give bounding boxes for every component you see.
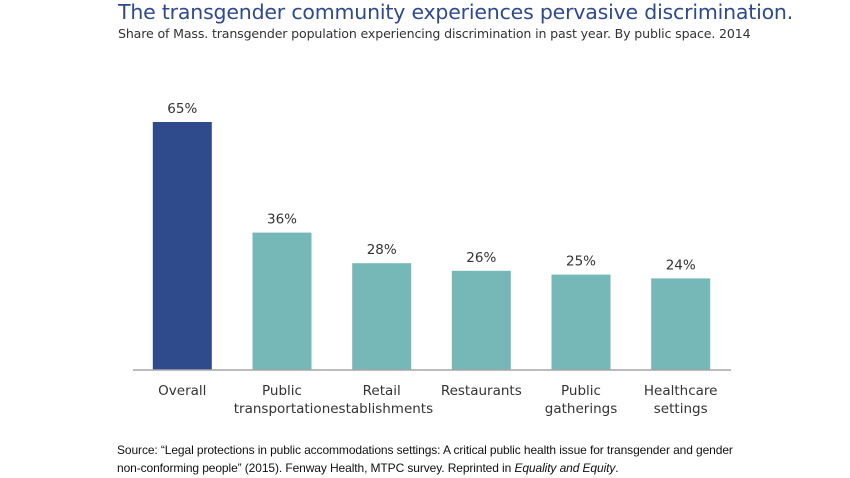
category-label-2-line-1: establishments bbox=[330, 401, 433, 417]
chart-subtitle: Share of Mass. transgender population ex… bbox=[118, 26, 751, 41]
bars-group bbox=[152, 122, 711, 370]
bar-chart: 65% Overall 36% Public transportation 28% Reta… bbox=[133, 101, 731, 417]
data-label-1: 36% bbox=[267, 212, 297, 228]
data-label-3: 26% bbox=[466, 250, 496, 266]
bar-2 bbox=[352, 263, 412, 370]
category-label-1-line-0: Public bbox=[262, 383, 302, 399]
data-label-0: 65% bbox=[167, 101, 197, 117]
chart-title: The transgender community experiences pe… bbox=[118, 0, 794, 24]
data-label-5: 24% bbox=[666, 257, 696, 273]
source-publication: Equality and Equity bbox=[514, 461, 616, 475]
source-note: Source: “Legal protections in public acc… bbox=[117, 441, 757, 477]
data-label-4: 25% bbox=[566, 254, 596, 270]
bar-0 bbox=[152, 122, 212, 370]
source-text: Source: “Legal protections in public acc… bbox=[117, 443, 733, 475]
bar-5 bbox=[651, 278, 711, 370]
category-label-5-line-0: Healthcare bbox=[644, 383, 718, 399]
category-label-5-line-1: settings bbox=[654, 401, 708, 417]
source-period: . bbox=[615, 461, 619, 475]
labels-group: 65% Overall 36% Public transportation 28% Reta… bbox=[158, 101, 717, 417]
category-label-0-line-0: Overall bbox=[158, 383, 206, 399]
bar-4 bbox=[551, 274, 611, 370]
category-label-3-line-0: Restaurants bbox=[441, 383, 522, 399]
data-label-2: 28% bbox=[367, 242, 397, 258]
bar-1 bbox=[252, 232, 312, 370]
category-label-4-line-0: Public bbox=[561, 383, 601, 399]
category-label-2-line-0: Retail bbox=[363, 383, 401, 399]
bar-3 bbox=[451, 270, 511, 370]
category-label-1-line-1: transportation bbox=[234, 401, 331, 417]
category-label-4-line-1: gatherings bbox=[545, 401, 617, 417]
